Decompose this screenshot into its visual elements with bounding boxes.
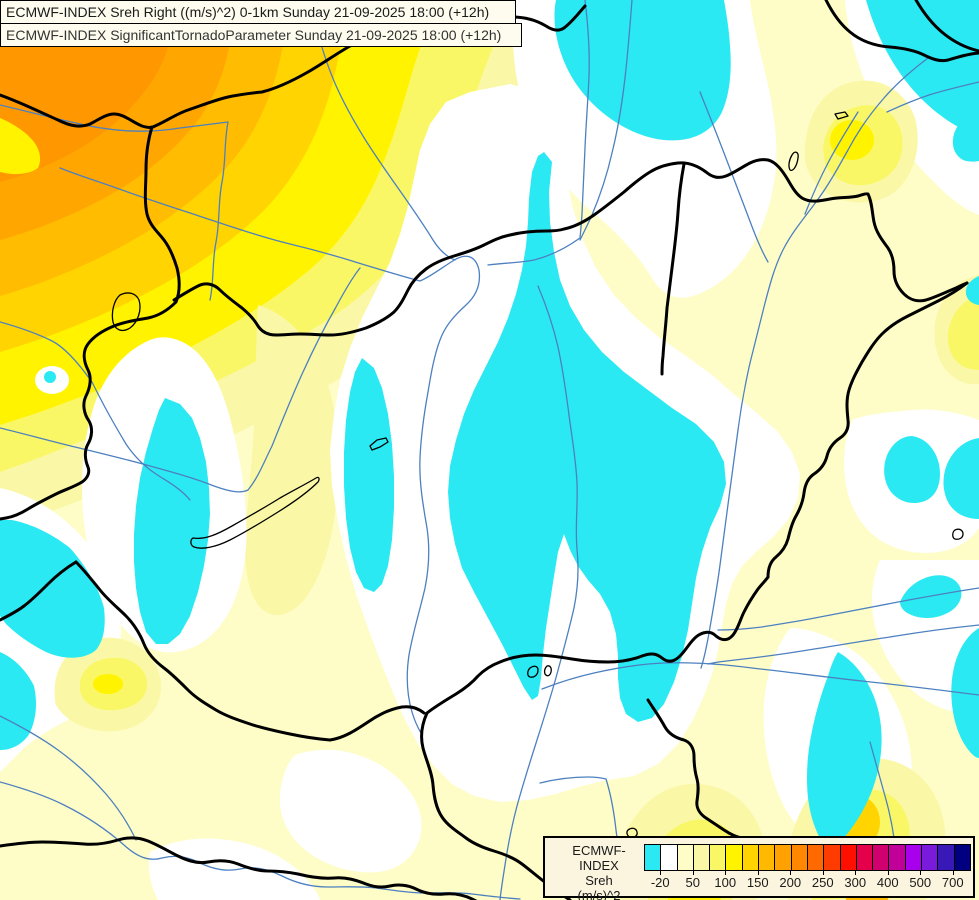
legend-tick-mark bbox=[920, 870, 922, 875]
lake-balaton bbox=[190, 476, 320, 549]
legend-product: ECMWF-INDEX bbox=[572, 843, 626, 873]
legend-tick-mark bbox=[855, 870, 857, 875]
legend-swatch bbox=[905, 845, 923, 870]
legend-swatch bbox=[710, 845, 727, 870]
border-hungary-serbia bbox=[425, 575, 770, 715]
legend-swatch bbox=[677, 845, 694, 870]
legend-swatch bbox=[693, 845, 711, 870]
legend-tick-mark bbox=[952, 870, 954, 875]
title-line-1: ECMWF-INDEX Sreh Right ((m/s)^2) 0-1km S… bbox=[0, 0, 516, 24]
legend-tick-mark bbox=[660, 870, 662, 875]
legend-tick-label: 50 bbox=[685, 875, 700, 890]
legend-tick-mark bbox=[790, 870, 792, 875]
negative-sreh-areas bbox=[0, 0, 979, 842]
legend-tick-mark bbox=[692, 870, 694, 875]
legend-swatch bbox=[775, 845, 792, 870]
legend-tick-mark bbox=[822, 870, 824, 875]
legend: ECMWF-INDEX Sreh (m/s)^2 -20 50 100 150 200 2… bbox=[543, 836, 975, 900]
legend-colorbar bbox=[644, 844, 971, 871]
legend-units: (m/s)^2 bbox=[577, 888, 621, 900]
legend-swatch bbox=[807, 845, 825, 870]
legend-tick-label: 700 bbox=[941, 875, 964, 890]
legend-swatch bbox=[645, 845, 662, 870]
legend-swatch bbox=[938, 845, 955, 870]
legend-swatch bbox=[726, 845, 743, 870]
legend-swatch bbox=[954, 845, 970, 870]
legend-tick-mark bbox=[757, 870, 759, 875]
legend-swatch bbox=[742, 845, 760, 870]
border-hungary-slovakia bbox=[172, 158, 969, 337]
legend-swatch bbox=[889, 845, 906, 870]
legend-tick-label: -20 bbox=[650, 875, 670, 890]
legend-tick-mark bbox=[725, 870, 727, 875]
legend-swatch bbox=[791, 845, 808, 870]
legend-tick-label: 100 bbox=[714, 875, 737, 890]
title-line-2: ECMWF-INDEX SignificantTornadoParameter … bbox=[0, 23, 522, 47]
legend-tick-label: 500 bbox=[909, 875, 932, 890]
lake-velence bbox=[369, 437, 389, 451]
legend-tick-label: 400 bbox=[876, 875, 899, 890]
border-hungary-croatia bbox=[74, 560, 426, 742]
legend-swatch bbox=[661, 845, 678, 870]
legend-tick-label: 300 bbox=[844, 875, 867, 890]
legend-swatch bbox=[873, 845, 890, 870]
legend-tick-label: 150 bbox=[746, 875, 769, 890]
legend-parameter: Sreh bbox=[585, 873, 613, 888]
legend-title: ECMWF-INDEX Sreh (m/s)^2 bbox=[553, 843, 645, 900]
legend-tick-label: 200 bbox=[779, 875, 802, 890]
legend-tick-mark bbox=[887, 870, 889, 875]
legend-swatch bbox=[840, 845, 857, 870]
border-hungary-romania bbox=[766, 281, 969, 579]
title-line-1-text: ECMWF-INDEX Sreh Right ((m/s)^2) 0-1km S… bbox=[6, 4, 490, 20]
title-line-2-text: ECMWF-INDEX SignificantTornadoParameter … bbox=[6, 27, 502, 43]
legend-swatch bbox=[824, 845, 841, 870]
river-danube bbox=[59, 167, 481, 734]
river-tisza bbox=[700, 57, 929, 669]
lake-ferto bbox=[111, 292, 141, 332]
legend-swatch bbox=[759, 845, 776, 870]
legend-swatch bbox=[856, 845, 874, 870]
legend-swatch bbox=[922, 845, 939, 870]
legend-tick-label: 250 bbox=[811, 875, 834, 890]
